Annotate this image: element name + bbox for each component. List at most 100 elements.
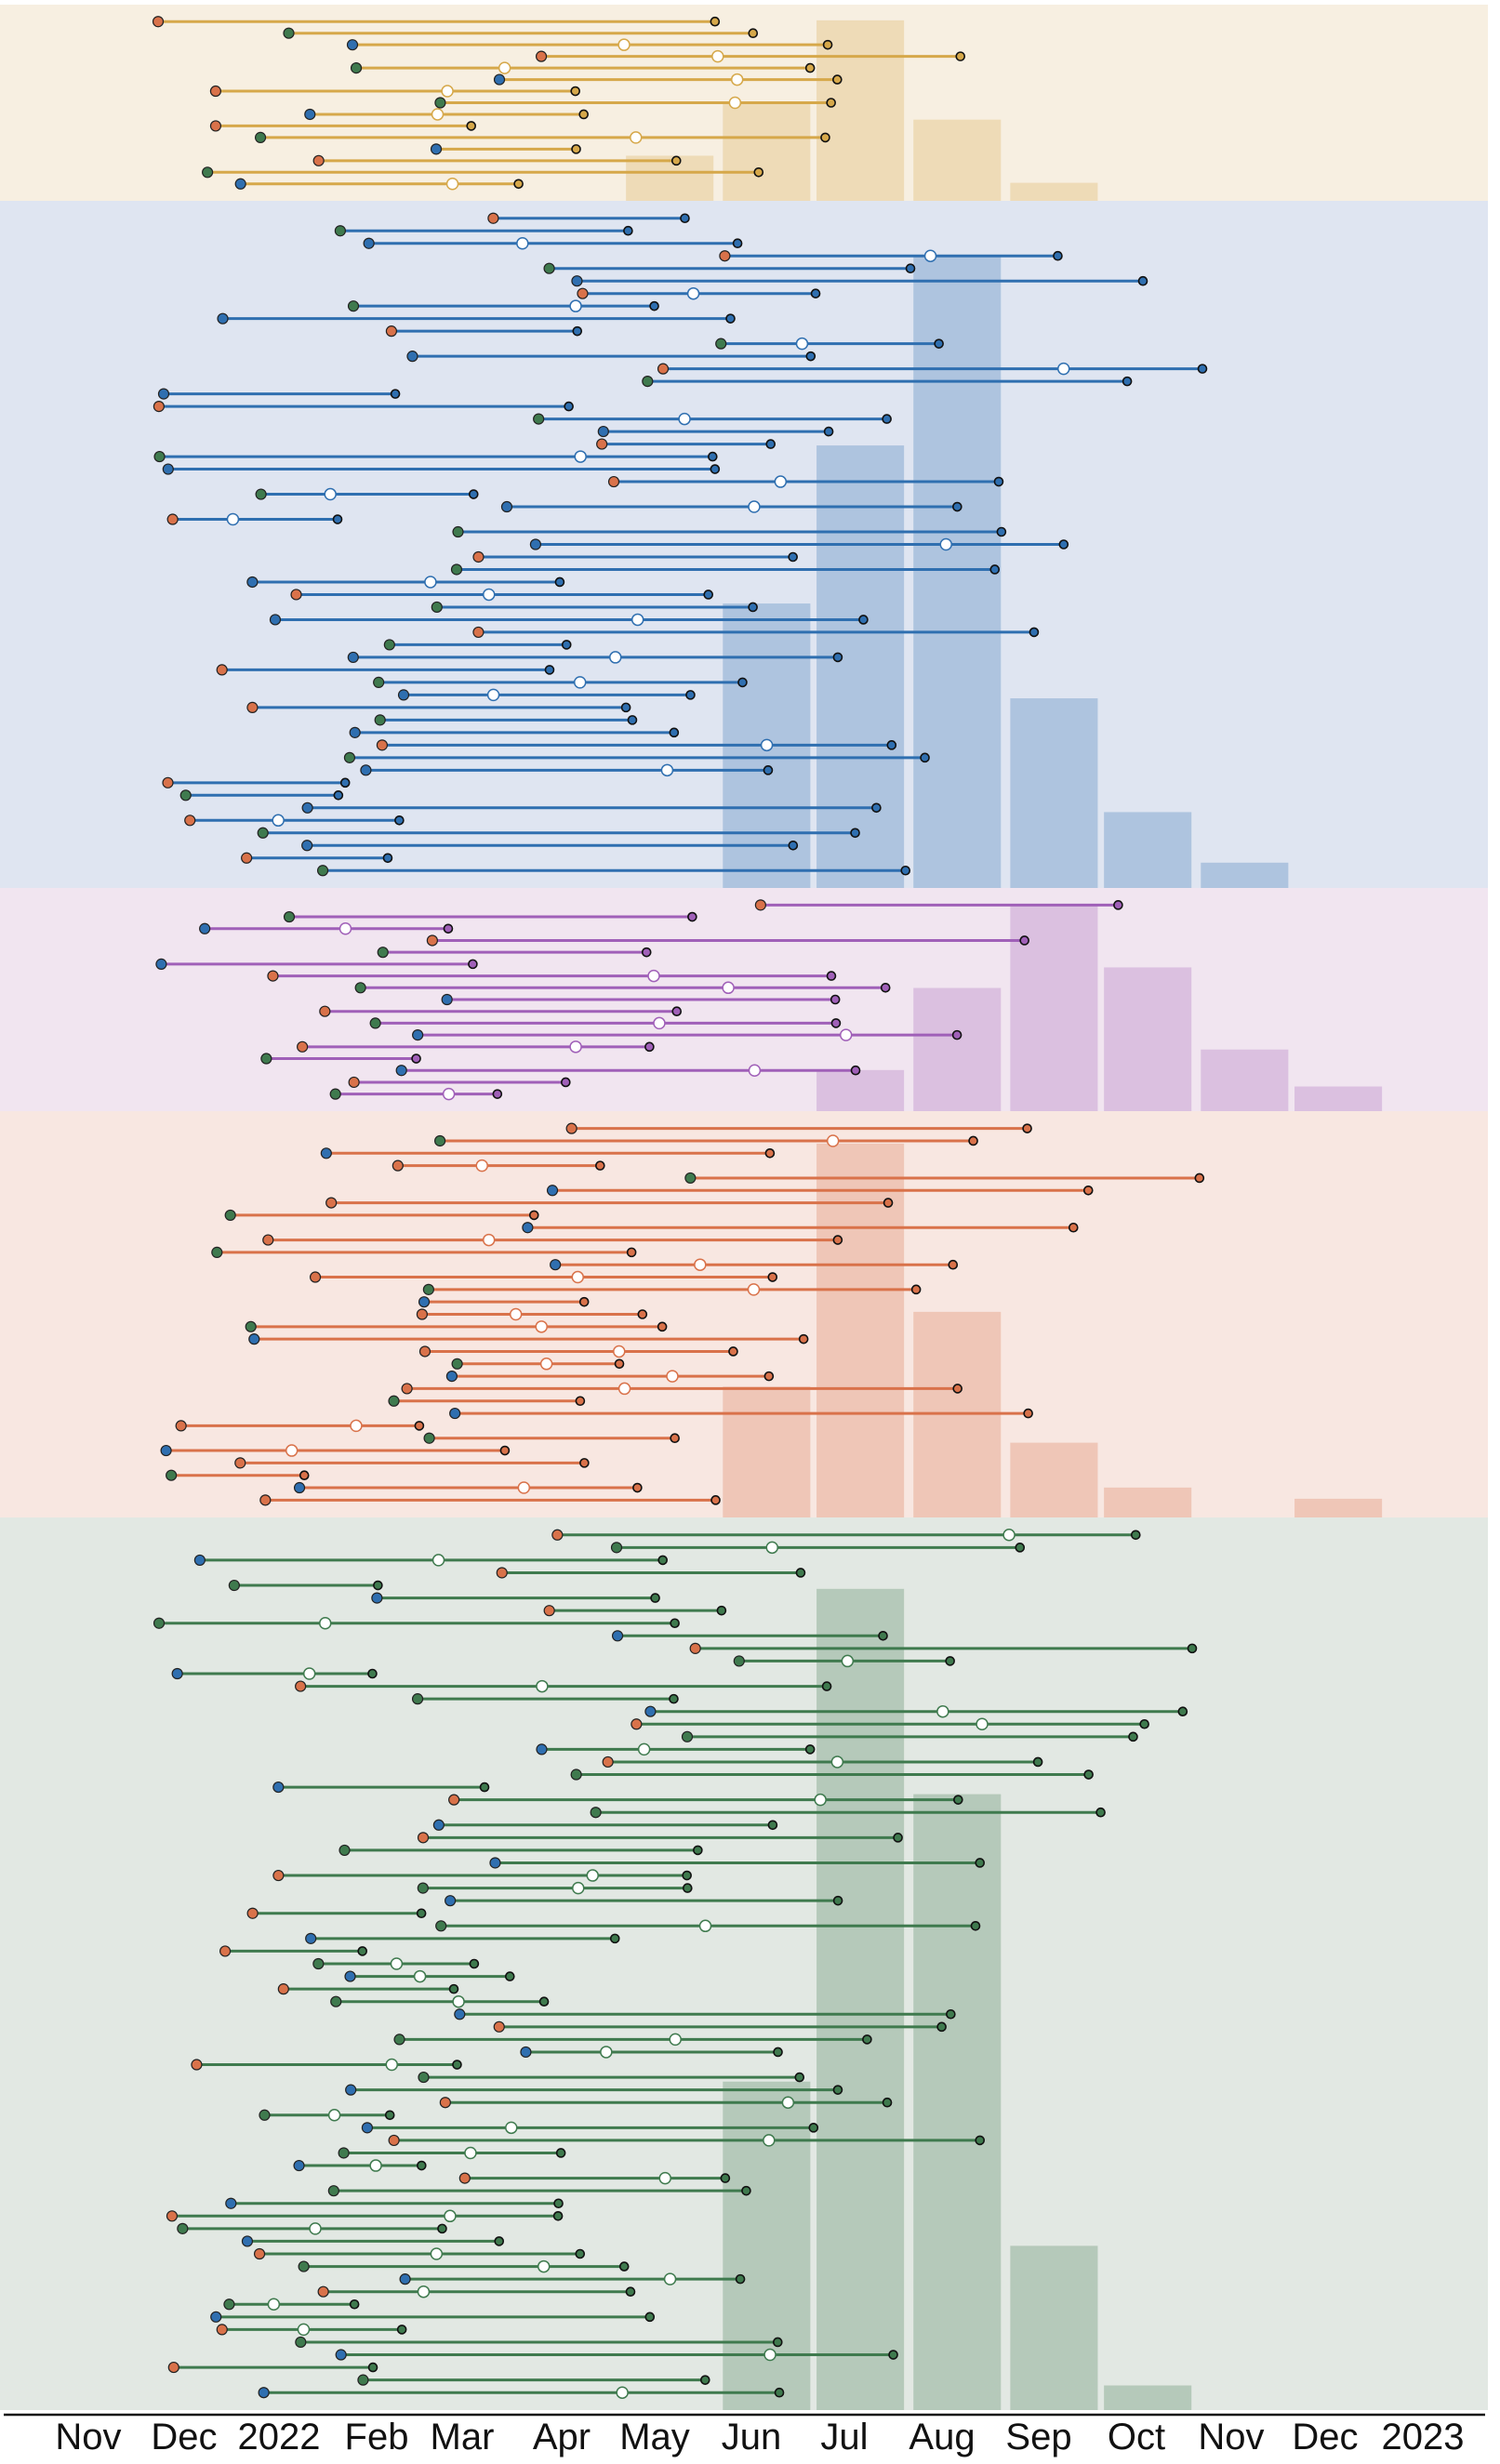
ancestor-node xyxy=(160,1444,172,1457)
sample-tip xyxy=(552,2211,564,2221)
ancestor-node xyxy=(441,993,453,1006)
sample-tip xyxy=(572,325,583,337)
sample-tip xyxy=(948,1259,959,1270)
sample-tip xyxy=(671,1006,683,1017)
ancestor-node xyxy=(219,1945,232,1957)
sample-tip xyxy=(561,1077,571,1088)
internal-node xyxy=(445,178,459,191)
ancestor-node xyxy=(301,840,313,852)
ancestor-node xyxy=(301,801,313,814)
ancestor-node xyxy=(642,376,654,388)
sample-tip xyxy=(578,1296,590,1307)
ancestor-node xyxy=(500,500,513,513)
sample-tip xyxy=(767,1820,778,1831)
sample-tip xyxy=(394,815,405,826)
panel-5 xyxy=(0,1517,1488,2410)
histogram-bar xyxy=(816,1588,905,2410)
sample-tip xyxy=(710,464,721,474)
internal-node xyxy=(609,651,622,664)
internal-node xyxy=(431,1554,445,1567)
ancestor-node xyxy=(248,1333,260,1345)
sample-tip xyxy=(716,1605,727,1616)
ancestor-node xyxy=(343,751,356,763)
sample-tip xyxy=(332,514,343,524)
ancestor-node xyxy=(272,1869,285,1882)
ancestor-node xyxy=(241,2235,254,2247)
ancestor-node xyxy=(458,2172,471,2184)
ancestor-node xyxy=(546,1185,559,1197)
ancestor-node xyxy=(434,97,446,109)
sample-tip xyxy=(945,1656,955,1666)
sample-tip xyxy=(682,1870,692,1881)
sample-tip xyxy=(1053,250,1063,261)
internal-node xyxy=(297,2323,311,2337)
internal-node xyxy=(1056,362,1070,376)
sample-tip xyxy=(774,2387,785,2398)
sample-tip xyxy=(710,16,721,27)
sample-tip xyxy=(687,911,697,922)
sample-tip xyxy=(710,1495,721,1505)
ancestor-node xyxy=(338,1844,351,1857)
internal-node xyxy=(976,1717,989,1731)
internal-node xyxy=(302,1667,316,1680)
histogram-bar xyxy=(723,101,811,201)
sample-tip xyxy=(492,1089,503,1099)
ancestor-node xyxy=(395,1065,407,1077)
sample-tip xyxy=(832,652,843,663)
sample-tip xyxy=(993,476,1004,487)
ancestor-node xyxy=(610,1542,623,1554)
sample-tip xyxy=(850,828,860,839)
internal-node xyxy=(653,1016,666,1030)
ancestor-node xyxy=(171,1667,183,1680)
x-tick-label: Nov xyxy=(1198,2417,1264,2457)
ancestor-node xyxy=(571,275,583,287)
ancestor-node xyxy=(293,1481,306,1494)
sample-tip xyxy=(830,994,841,1005)
internal-node xyxy=(630,131,643,144)
sample-tip xyxy=(685,690,696,700)
ancestor-node xyxy=(312,1957,325,1970)
sample-tip xyxy=(575,1396,586,1407)
ancestor-node xyxy=(715,338,727,350)
ancestor-node xyxy=(319,1005,331,1017)
internal-node xyxy=(517,1481,531,1494)
internal-node xyxy=(413,1969,427,1983)
ancestor-node xyxy=(393,2033,405,2046)
ancestor-node xyxy=(209,120,222,132)
sample-tip xyxy=(575,2248,586,2259)
x-axis: Nov Dec 2022 Feb Mar Apr May Jun Jul Aug Sep Oct Nov… xyxy=(4,2413,1485,2457)
ancestor-node xyxy=(377,947,389,959)
ancestor-node xyxy=(681,1730,694,1742)
histogram-bar xyxy=(1010,1442,1098,1517)
ancestor-node xyxy=(262,1234,274,1246)
ancestor-node xyxy=(423,1432,435,1444)
sample-tip xyxy=(871,802,882,814)
sample-tip xyxy=(1122,376,1133,387)
ancestor-node xyxy=(162,776,174,788)
internal-node xyxy=(795,337,809,351)
internal-node xyxy=(613,1345,626,1358)
sample-tip xyxy=(882,414,892,424)
sample-tip xyxy=(479,1782,490,1793)
ancestor-node xyxy=(305,1932,317,1944)
internal-node xyxy=(841,1654,855,1668)
sample-tip xyxy=(826,971,837,981)
internal-node xyxy=(617,38,631,51)
ancestor-node xyxy=(199,922,211,934)
sample-tip xyxy=(975,1858,986,1868)
sample-tip xyxy=(1082,1185,1094,1196)
sample-tip xyxy=(670,1618,680,1629)
histogram-bar xyxy=(1201,1049,1289,1111)
ancestor-node xyxy=(529,538,542,550)
sample-tip xyxy=(821,1681,832,1691)
ancestor-node xyxy=(565,1122,577,1134)
histogram-bar xyxy=(1010,182,1098,201)
ancestor-node xyxy=(417,1882,429,1894)
sample-tip xyxy=(808,2123,819,2133)
ancestor-node xyxy=(228,1579,240,1592)
sample-tip xyxy=(555,2148,566,2158)
sample-tip xyxy=(657,1555,668,1566)
ancestor-node xyxy=(374,714,386,726)
ancestor-node xyxy=(397,689,410,701)
ancestor-node xyxy=(597,425,609,438)
